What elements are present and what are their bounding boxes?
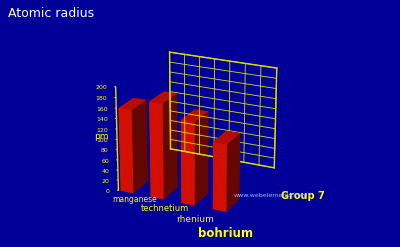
Text: Atomic radius: Atomic radius [8, 7, 94, 21]
